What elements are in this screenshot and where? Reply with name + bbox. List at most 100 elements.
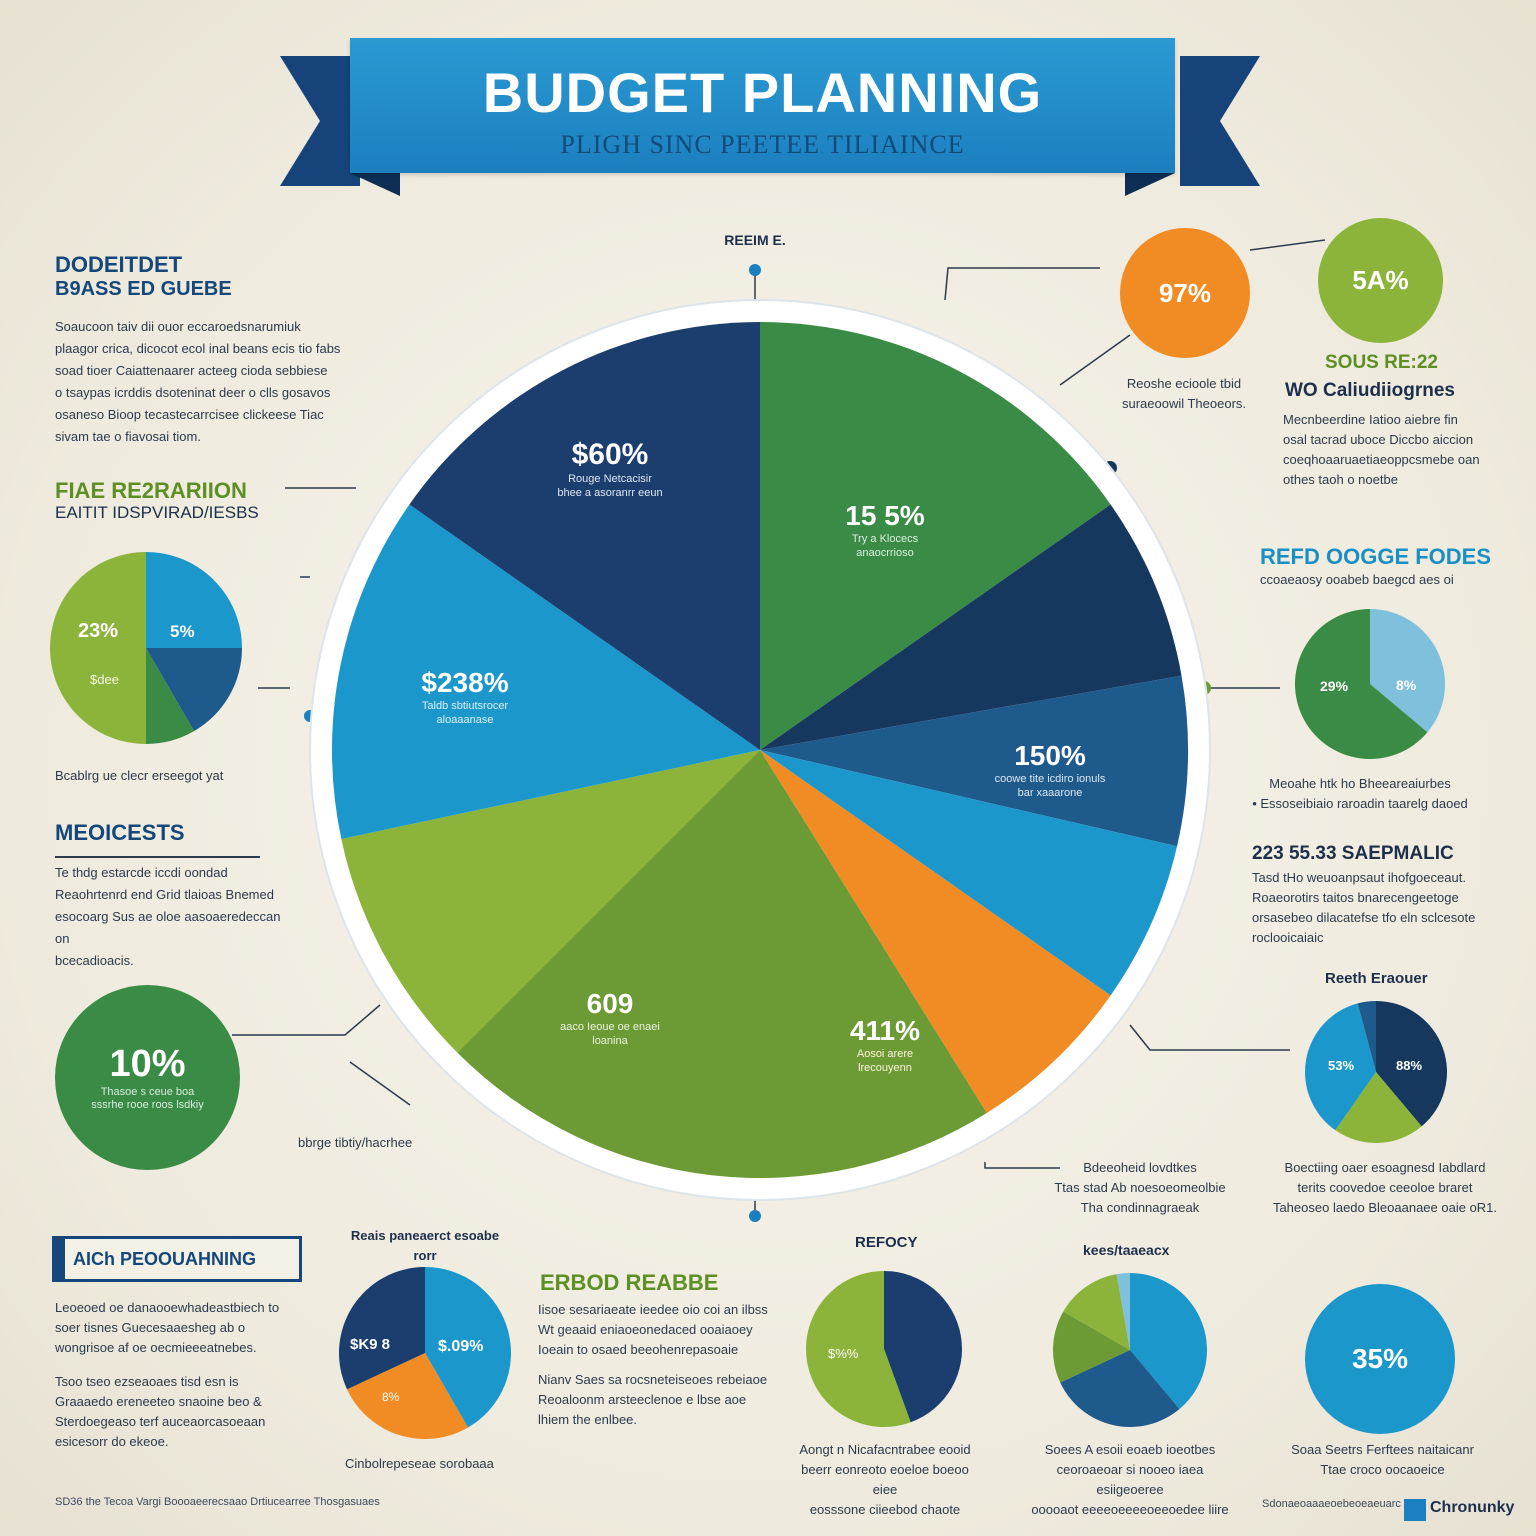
right-mini-pie-1-label-2: 8% [1396, 677, 1417, 693]
bottom-pie-3-slice-2 [1060, 1350, 1180, 1427]
bottom-pie-2 [806, 1271, 962, 1427]
page-subtitle: PLIGH SINC PEETEE TILIAINCE [560, 130, 965, 159]
bottom-pie-2-slice-1 [884, 1271, 962, 1423]
bottom-pie-1-title: Reais paneaerct esoabe rorr [350, 1228, 500, 1263]
bottom-pie-3-slice-4 [1063, 1274, 1130, 1350]
left-heading-2: FIAE RE2RARIION [55, 478, 247, 503]
bottom-pie-1-label-1: $K9 8 [350, 1336, 391, 1353]
banner-main: BUDGET PLANNING PLIGH SINC PEETEE TILIAI… [350, 38, 1175, 173]
left-heading-3-rule [55, 856, 260, 858]
main-pie-slice-3 [760, 675, 1188, 847]
left-mini-pie-label-3: $dee [90, 672, 119, 687]
bottom-pie-2-slice-2 [806, 1271, 911, 1427]
logo-text: Chronunky [1430, 1499, 1515, 1516]
bottom-pie-2-caption: Aongt n Nicafacntrabee eooid beerr eonre… [799, 1442, 971, 1517]
left-mini-pie-caption: Bcablrg ue clecr erseegot yat [55, 768, 224, 783]
right-paragraph-4-left: Bdeeoheid lovdtkes Ttas stad Ab noesoeom… [1054, 1160, 1226, 1215]
left-mini-pie-slice-4 [50, 552, 146, 744]
bottom-pie-1-caption: Cinbolrepeseae sorobaaa [345, 1456, 494, 1471]
left-heading-2b: EAITIT IDSPVIRAD/IESBS [55, 503, 259, 522]
bottom-pie-2-title: REFOCY [855, 1234, 918, 1251]
bottom-paragraph-2: Tsoo tseo ezseaoaes tisd esn is Graaaedo… [55, 1374, 266, 1449]
title-banner: BUDGET PLANNING PLIGH SINC PEETEE TILIAI… [280, 38, 1260, 196]
left-heading-3: MEOICESTS [55, 820, 185, 845]
bottom-pie-1 [339, 1267, 511, 1439]
pie-label-1-value: $60% [571, 438, 649, 471]
banner-ribbon-tails [280, 56, 1260, 196]
bottom-box-title: AICh PEOOUAHNING [52, 1236, 302, 1282]
pie-label-3-value: 150% [1014, 740, 1086, 771]
left-mini-pie-label-2: 5% [170, 622, 195, 641]
left-bubble-content: 10% Thasoe s ceue boa sssrhe rooe roos l… [91, 1043, 204, 1112]
pie-label-2: 15 5% Try a Klocecs anaocrrioso [800, 500, 970, 560]
right-mini-pie-1-label-1: 29% [1320, 678, 1349, 694]
right-heading-1: SOUS RE:22 [1325, 352, 1438, 373]
right-bubble-orange-caption: Reoshe ecioole tbid suraeoowil Theoeors. [1121, 376, 1247, 411]
footer-right-text: Sdonaeoaaaeoebeoeaeuarc [1262, 1498, 1401, 1510]
left-heading-1b: B9ASS ED GUEBE [55, 278, 232, 300]
pie-label-6-value: $238% [421, 667, 509, 698]
pie-label-4-caption: Aosoi arere lrecouyenn [856, 1048, 914, 1074]
left-paragraph-1: Soaucoon taiv dii ouor eccaroedsnarumiuk… [55, 319, 341, 444]
right-mini-pie-2-slice-2 [1335, 1072, 1422, 1143]
right-bubble-orange: 97% [1120, 228, 1250, 358]
pie-label-3: 150% coowe tite icdiro ionuls bar xaaaro… [960, 740, 1140, 800]
right-paragraph-1: Mecnbeerdine Iatioo aiebre fin osal tacr… [1283, 412, 1480, 487]
main-pie-slice-6 [457, 750, 987, 1178]
bottom-paragraph-mid-2: Nianv Saes sa rocsneteiseoes rebeiaoe Re… [538, 1372, 768, 1427]
pie-label-5-value: 609 [586, 988, 634, 1019]
right-mini-pie-2-slice-4 [1357, 1001, 1376, 1072]
right-mini-pie-1 [1295, 609, 1445, 759]
bottom-pie-1-slice-3 [339, 1267, 425, 1390]
bottom-pie-3-slice-5 [1116, 1273, 1130, 1350]
main-pie-slice-4 [760, 750, 1178, 996]
main-pie-slice-2 [760, 504, 1182, 750]
bottom-pie-3-slice-3 [1053, 1311, 1130, 1383]
right-heading-2-sub: ccoaeaosy ooabeb baegcd aes oi [1260, 572, 1454, 587]
main-pie-slice-5 [760, 750, 1111, 1113]
left-bubble-caption: Thasoe s ceue boa sssrhe rooe roos lsdki… [91, 1086, 204, 1111]
pie-label-5-caption: aaco Ieoue oe enaei loanina [560, 1021, 660, 1047]
pie-label-1-caption: Rouge Netcacisir bhee a asoranrr eeun [557, 473, 663, 499]
bottom-paragraph-mid-1: Iisoe sesariaeate ieedee oio coi an ilbs… [538, 1302, 768, 1357]
right-mini-pie-2-label-1: 53% [1328, 1058, 1355, 1073]
main-pie-top-label: REEIM E. [724, 232, 786, 248]
left-bubble-note: bbrge tibtiy/hacrhee [298, 1135, 413, 1150]
main-pie-slices [331, 322, 1188, 1178]
bottom-heading-mid: ERBOD REABBE [540, 1270, 719, 1295]
bottom-pie-3-caption: Soees A esoii eoaeb ioeotbes ceoroaeoar … [1031, 1442, 1229, 1517]
right-mini-pie-2-slice-3 [1305, 1003, 1376, 1131]
bottom-paragraph-1: Leoeoed oe danaooewhadeastbiech to soer … [55, 1300, 280, 1355]
right-mini-pie-1-slice-2 [1295, 609, 1428, 759]
left-mini-pie-label-1: 23% [78, 620, 119, 642]
bottom-bubble: 35% [1305, 1284, 1455, 1434]
bottom-bubble-caption: Soaa Seetrs Ferftees naitaicanr Ttae cro… [1291, 1442, 1474, 1477]
bottom-pie-1-slice-2 [347, 1353, 468, 1439]
right-mini-pie-2-title: Reeth Eraouer [1325, 970, 1428, 987]
logo-icon [1404, 1499, 1426, 1521]
bottom-pie-1-label-2: $.09% [438, 1338, 484, 1355]
bottom-pie-1-label-3: 8% [382, 1390, 400, 1404]
right-mini-pie-1-caption: Meoahe htk ho Bheeareaiurbes • Essoseibi… [1252, 776, 1468, 811]
pie-label-5: 609 aaco Ieoue oe enaei loanina [530, 988, 690, 1048]
pie-label-1: $60% Rouge Netcacisir bhee a asoranrr ee… [520, 438, 700, 500]
bottom-box-accent [55, 1239, 65, 1279]
main-pie-slice-1 [760, 322, 1111, 750]
main-pie-slice-7 [341, 750, 760, 1053]
right-paragraph-4-right: Boectiing oaer esoagnesd Iabdlard terits… [1272, 1160, 1498, 1215]
main-pie-slice-9 [409, 322, 760, 750]
pie-label-3-caption: coowe tite icdiro ionuls bar xaaarone [994, 773, 1106, 799]
right-heading-3: 223 55.33 SAEPMALIC [1252, 843, 1454, 865]
left-heading-1: DODEITDET [55, 252, 183, 277]
bottom-pie-3-title: kees/taaeacx [1083, 1242, 1170, 1258]
left-paragraph-3: Te thdg estarcde iccdi oondad Reaohrtenr… [55, 865, 281, 968]
pie-label-4-value: 411% [849, 1015, 921, 1046]
left-mini-pie-slice-3 [146, 648, 194, 744]
pie-label-2-caption: Try a Klocecs anaocrrioso [851, 533, 919, 559]
bottom-pie-3 [1053, 1273, 1207, 1427]
right-heading-1b: WO Caliudiiogrnes [1285, 380, 1455, 401]
pie-label-6: $238% Taldb sbtiutsrocer aloaaanase [375, 667, 555, 727]
left-bubble-value: 10% [109, 1043, 186, 1085]
left-mini-pie-slice-2 [146, 648, 242, 732]
bottom-box-title-text: AICh PEOOUAHNING [73, 1249, 257, 1269]
